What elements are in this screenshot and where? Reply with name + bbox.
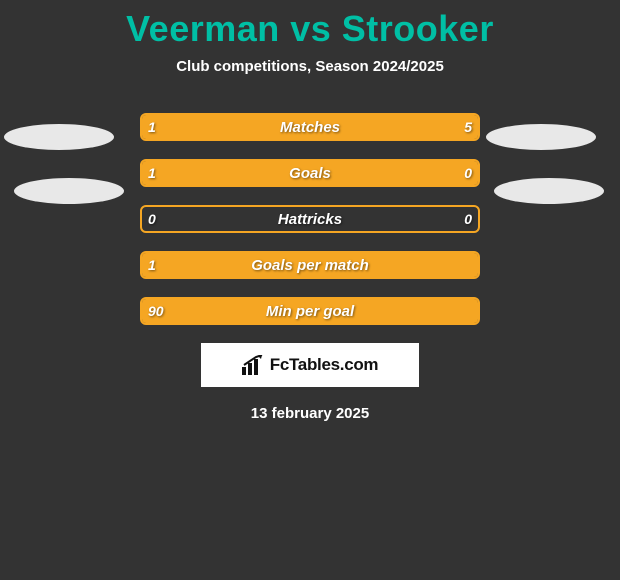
- stat-bar-track: Hattricks: [140, 205, 480, 233]
- stat-bar-track: Min per goal: [140, 297, 480, 325]
- stat-value-right: 0: [464, 205, 472, 233]
- stat-label: Goals per match: [142, 253, 478, 277]
- stat-label: Matches: [142, 115, 478, 139]
- stat-row: Matches1 5: [0, 113, 620, 141]
- stat-row: Hattricks0 0: [0, 205, 620, 233]
- stat-value-left: 1: [148, 159, 156, 187]
- stat-value-left: 1: [148, 113, 156, 141]
- badge-text: FcTables.com: [270, 355, 379, 375]
- stat-value-left: 1: [148, 251, 156, 279]
- chart-icon: [242, 355, 264, 375]
- page-title: Veerman vs Strooker: [0, 0, 620, 50]
- stat-label: Min per goal: [142, 299, 478, 323]
- stat-label: Goals: [142, 161, 478, 185]
- stat-value-left: 0: [148, 205, 156, 233]
- stat-bar-track: Matches: [140, 113, 480, 141]
- fctables-badge: FcTables.com: [201, 343, 419, 387]
- date-label: 13 february 2025: [0, 405, 620, 422]
- stat-value-right: 5: [464, 113, 472, 141]
- stat-row: Min per goal90: [0, 297, 620, 325]
- stat-bar-track: Goals per match: [140, 251, 480, 279]
- stat-row: Goals1 0: [0, 159, 620, 187]
- stat-row: Goals per match1: [0, 251, 620, 279]
- stat-label: Hattricks: [142, 207, 478, 231]
- stat-value-right: 0: [464, 159, 472, 187]
- stat-bar-track: Goals: [140, 159, 480, 187]
- stat-value-left: 90: [148, 297, 164, 325]
- subtitle: Club competitions, Season 2024/2025: [0, 58, 620, 75]
